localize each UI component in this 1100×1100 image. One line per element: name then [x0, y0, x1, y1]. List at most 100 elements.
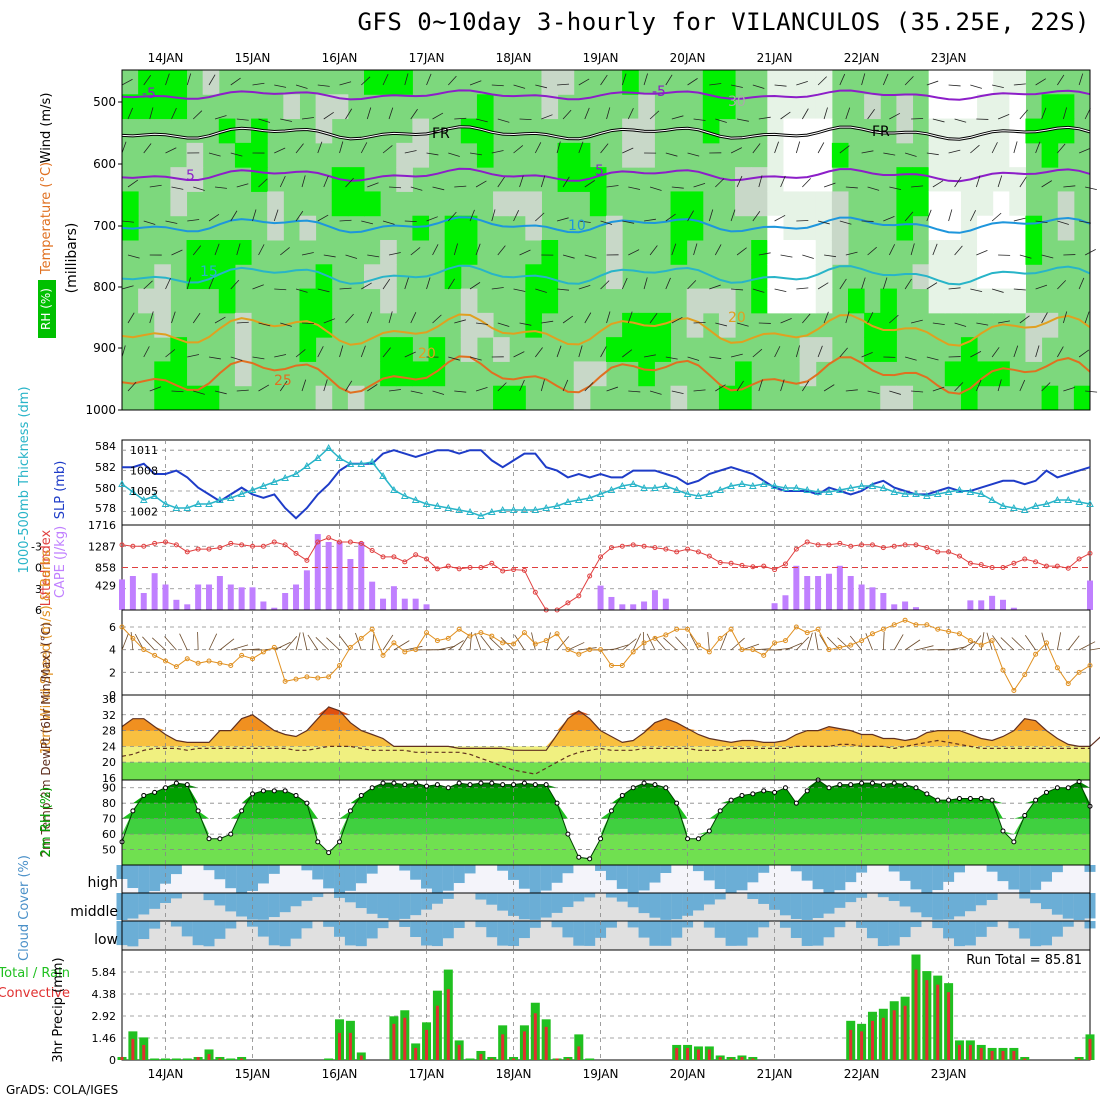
cloud-low-cell [377, 921, 389, 929]
cloud-low-cell [877, 921, 889, 947]
rh-cell [977, 215, 994, 241]
lifted-index-point [347, 539, 353, 545]
rh-cell [299, 337, 317, 362]
wind-barb [165, 73, 170, 86]
wind-barb [404, 277, 409, 290]
wind-barb [795, 141, 801, 154]
wind-barb [578, 285, 591, 290]
rh-cell [960, 191, 978, 217]
lifted-index-point [1087, 550, 1093, 556]
contour-label: 5 [186, 168, 195, 184]
cloud-mid-cell [703, 893, 715, 905]
wind-barb [171, 311, 176, 324]
cloud-mid-cell [290, 893, 302, 907]
precip-convective-bar [860, 1031, 864, 1060]
rh-cell [960, 70, 978, 95]
rh-cell [606, 264, 623, 290]
wind-barb [584, 382, 594, 392]
thickness-point [727, 481, 735, 489]
cloud-mid-cell [475, 893, 487, 900]
cloud-low-cell [964, 921, 976, 946]
rh-cell [993, 94, 1010, 120]
cloud-level-label: low [94, 932, 118, 948]
wind-speed-point [772, 640, 778, 646]
wind-barb [865, 633, 873, 651]
wind-speed-point [130, 635, 136, 641]
wind-speed-point [217, 660, 223, 666]
thickness-point [183, 503, 192, 511]
wind-barb [675, 636, 688, 651]
rh-tick: 90 [102, 782, 116, 795]
cloud-high-cell [1019, 865, 1031, 893]
rh-cell [267, 215, 284, 241]
precip-convective-bar [392, 1023, 396, 1060]
rh-point [293, 792, 299, 798]
rh-cell [234, 312, 252, 338]
wind-barb [367, 254, 380, 258]
lifted-index-point [152, 540, 158, 546]
rh-point [598, 836, 604, 842]
wind-barb [540, 379, 545, 392]
precip-axis-label: 3hr Precip (mm) [51, 957, 66, 1062]
thickness-point [988, 495, 996, 503]
wind-speed-point [1043, 640, 1049, 646]
rh-point [913, 785, 919, 791]
rh-cell [993, 167, 1010, 192]
thickness-point [477, 511, 485, 519]
wind-barb [534, 347, 543, 358]
lifted-index-point [445, 563, 451, 569]
wind-speed-point [543, 638, 549, 644]
wind-speed-point [456, 626, 462, 632]
rh-point [358, 792, 364, 798]
lifted-index-point [1054, 563, 1060, 569]
rh-cell [493, 337, 510, 362]
thickness-slp-frame [121, 439, 1091, 526]
wind-barb [230, 356, 243, 361]
wind-barb [556, 141, 561, 154]
precip-convective-bar [1001, 1050, 1005, 1060]
day-label-top: 14JAN [148, 51, 184, 65]
wind-barb [715, 178, 725, 188]
rh-cell [977, 70, 994, 95]
cloud-low-cell [779, 921, 791, 928]
lifted-index-point [761, 563, 767, 569]
wind-barb [839, 347, 848, 358]
wind-barb [274, 84, 287, 88]
rh-cell [864, 94, 881, 120]
cloud-mid-cell [812, 893, 824, 919]
wind-barb [671, 243, 677, 256]
wind-barb [258, 118, 271, 123]
wind-barb [991, 212, 1002, 222]
thickness-point [814, 487, 822, 495]
cloud-mid-cell [497, 893, 509, 911]
rh-point [141, 792, 147, 798]
wind-barb [258, 178, 268, 188]
day-label-bottom: 22JAN [844, 1067, 880, 1081]
thickness-point [857, 481, 866, 489]
thickness-point [683, 489, 692, 497]
wind-barb [301, 252, 314, 256]
rh-cell [702, 118, 720, 144]
wind-tick: 4 [109, 644, 116, 657]
wind-barb [817, 76, 827, 86]
rh-cell [1057, 191, 1075, 217]
wind-barb [774, 288, 787, 293]
wind-barb [121, 345, 126, 358]
wind-barb [454, 319, 466, 324]
contour-label: -5 [142, 86, 156, 102]
wind-barb [519, 118, 532, 121]
wind-barb [556, 345, 562, 358]
thickness-point [868, 481, 877, 489]
lifted-index-point [967, 560, 973, 566]
pressure-tick: 1000 [85, 403, 116, 417]
wind-barb [366, 107, 372, 120]
rh-cell [767, 167, 784, 192]
precip-convective-bar [240, 1058, 244, 1060]
cloud-high-cell [736, 865, 748, 891]
cloud-low-cell [823, 921, 835, 938]
wind-barb [230, 279, 240, 290]
wind-speed-point [674, 626, 680, 632]
cloud-low-cell [442, 921, 454, 939]
lifted-index-point [793, 546, 799, 552]
lifted-index-point [250, 543, 256, 549]
